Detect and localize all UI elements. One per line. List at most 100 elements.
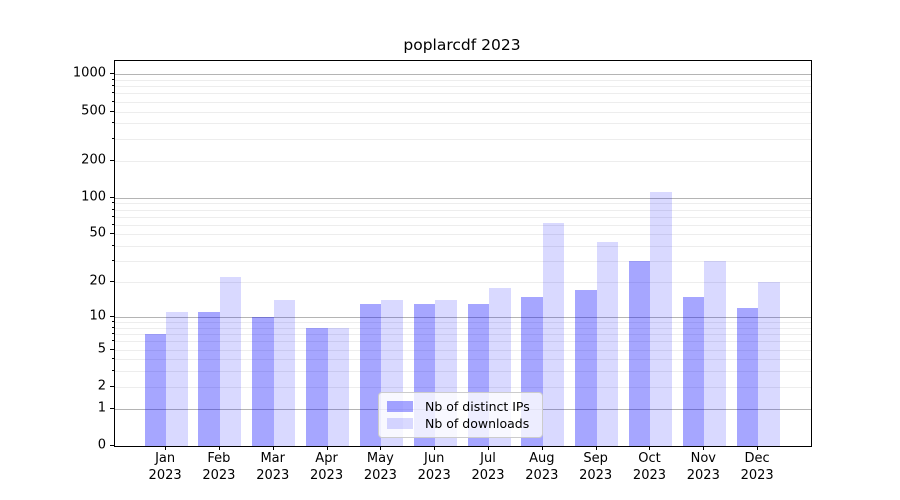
y-axis-minor-tick: [111, 358, 114, 360]
y-axis-minor-tick: [111, 202, 114, 204]
gridline-major: [115, 197, 811, 199]
x-axis-tick: [757, 446, 759, 450]
y-axis-minor-tick: [111, 85, 114, 87]
y-axis-tick: [110, 348, 114, 350]
bar-downloads: [650, 191, 672, 446]
y-axis-tick: [110, 73, 114, 75]
bar-downloads: [166, 312, 188, 446]
y-axis-tick: [110, 445, 114, 446]
y-axis-tick: [110, 385, 114, 387]
y-axis-tick: [110, 315, 114, 317]
gridline-minor: [115, 322, 811, 324]
y-axis-minor-tick: [111, 326, 114, 328]
y-axis-minor-tick: [111, 245, 114, 247]
x-axis-tick-label: Jan 2023: [148, 451, 182, 483]
y-axis-minor-tick: [111, 370, 114, 372]
legend-label-downloads: Nb of downloads: [425, 416, 530, 432]
x-axis-tick: [165, 446, 167, 450]
gridline-minor: [115, 224, 811, 226]
x-axis-tick-label: Feb 2023: [202, 451, 236, 483]
bar-distinct-ips: [628, 261, 651, 446]
y-axis-minor-tick: [111, 260, 114, 262]
bar-distinct-ips: [306, 327, 328, 446]
y-axis-minor-tick: [111, 78, 114, 80]
y-axis-minor-tick: [111, 92, 114, 94]
gridline-minor: [115, 341, 811, 343]
gridline-minor: [115, 160, 811, 162]
legend-swatch-downloads: [387, 418, 413, 430]
gridline-minor: [115, 334, 811, 336]
x-axis-tick: [218, 446, 220, 450]
bar-downloads: [327, 327, 350, 446]
gridline-minor: [115, 123, 811, 125]
y-axis-tick-label: 50: [89, 225, 106, 241]
x-axis-tick: [434, 446, 436, 450]
gridline-minor: [115, 111, 811, 113]
y-axis-tick-label: 2: [97, 378, 106, 394]
y-axis-minor-tick: [111, 137, 114, 139]
gridline-minor: [115, 327, 811, 329]
gridline-minor: [115, 101, 811, 103]
y-axis-tick: [110, 233, 114, 235]
bar-downloads: [542, 223, 565, 446]
x-axis-tick: [380, 446, 382, 450]
y-axis-minor-tick: [111, 321, 114, 323]
y-axis-tick-label: 20: [89, 273, 106, 289]
bar-distinct-ips: [144, 334, 167, 446]
gridline-minor: [115, 282, 811, 284]
y-axis-tick-label: 500: [81, 103, 106, 118]
y-axis-tick: [110, 407, 114, 409]
gridline-minor: [115, 349, 811, 351]
x-axis-tick: [488, 446, 490, 450]
bar-downloads: [273, 300, 296, 446]
x-axis-tick-label: Sep 2023: [579, 451, 613, 483]
y-axis-minor-tick: [111, 208, 114, 210]
bar-downloads: [596, 242, 619, 446]
gridline-minor: [115, 246, 811, 248]
x-axis-tick: [649, 446, 651, 450]
bar-downloads: [758, 282, 780, 446]
legend-item-distinct-ips: Nb of distinct IPs: [387, 399, 534, 414]
y-axis-tick-label: 0: [97, 437, 106, 453]
gridline-minor: [115, 138, 811, 140]
x-axis-tick: [272, 446, 274, 450]
gridline-minor: [115, 203, 811, 205]
y-axis-tick-label: 10: [89, 308, 106, 324]
x-axis-tick-label: Oct 2023: [632, 451, 667, 483]
gridline-major: [115, 74, 811, 76]
x-axis-tick-label: Apr 2023: [310, 451, 344, 483]
gridline-minor: [115, 79, 811, 81]
gridline-minor: [115, 234, 811, 236]
legend-label-distinct-ips: Nb of distinct IPs: [425, 398, 530, 414]
y-axis-tick-label: 1: [97, 400, 106, 416]
x-axis-tick-label: Nov 2023: [686, 451, 720, 483]
x-axis-tick: [595, 446, 597, 450]
y-axis-tick: [110, 159, 114, 161]
x-axis-tick-label: Jul 2023: [471, 451, 505, 483]
gridline-minor: [115, 386, 811, 388]
y-axis-tick: [110, 281, 114, 283]
x-axis-tick-label: Aug 2023: [525, 451, 559, 483]
bar-distinct-ips: [198, 312, 220, 446]
y-axis-minor-tick: [111, 215, 114, 217]
x-axis-tick: [703, 446, 705, 450]
y-axis-minor-tick: [111, 122, 114, 124]
bar-downloads: [219, 277, 242, 446]
y-axis-tick-label: 5: [97, 341, 106, 357]
gridline-minor: [115, 359, 811, 361]
plot-area: [114, 60, 812, 447]
gridline-minor: [115, 209, 811, 211]
legend-swatch-distinct-ips: [387, 400, 413, 412]
x-axis-tick: [326, 446, 328, 450]
y-axis-minor-tick: [111, 340, 114, 342]
gridline-minor: [115, 371, 811, 373]
bar-downloads: [704, 261, 726, 446]
x-axis-tick: [541, 446, 543, 450]
gridline-minor: [115, 93, 811, 95]
bar-distinct-ips: [359, 304, 382, 446]
y-axis-tick-label: 200: [81, 152, 106, 168]
gridline-major: [115, 316, 811, 318]
bar-distinct-ips: [736, 308, 759, 446]
y-axis-tick: [110, 110, 114, 112]
